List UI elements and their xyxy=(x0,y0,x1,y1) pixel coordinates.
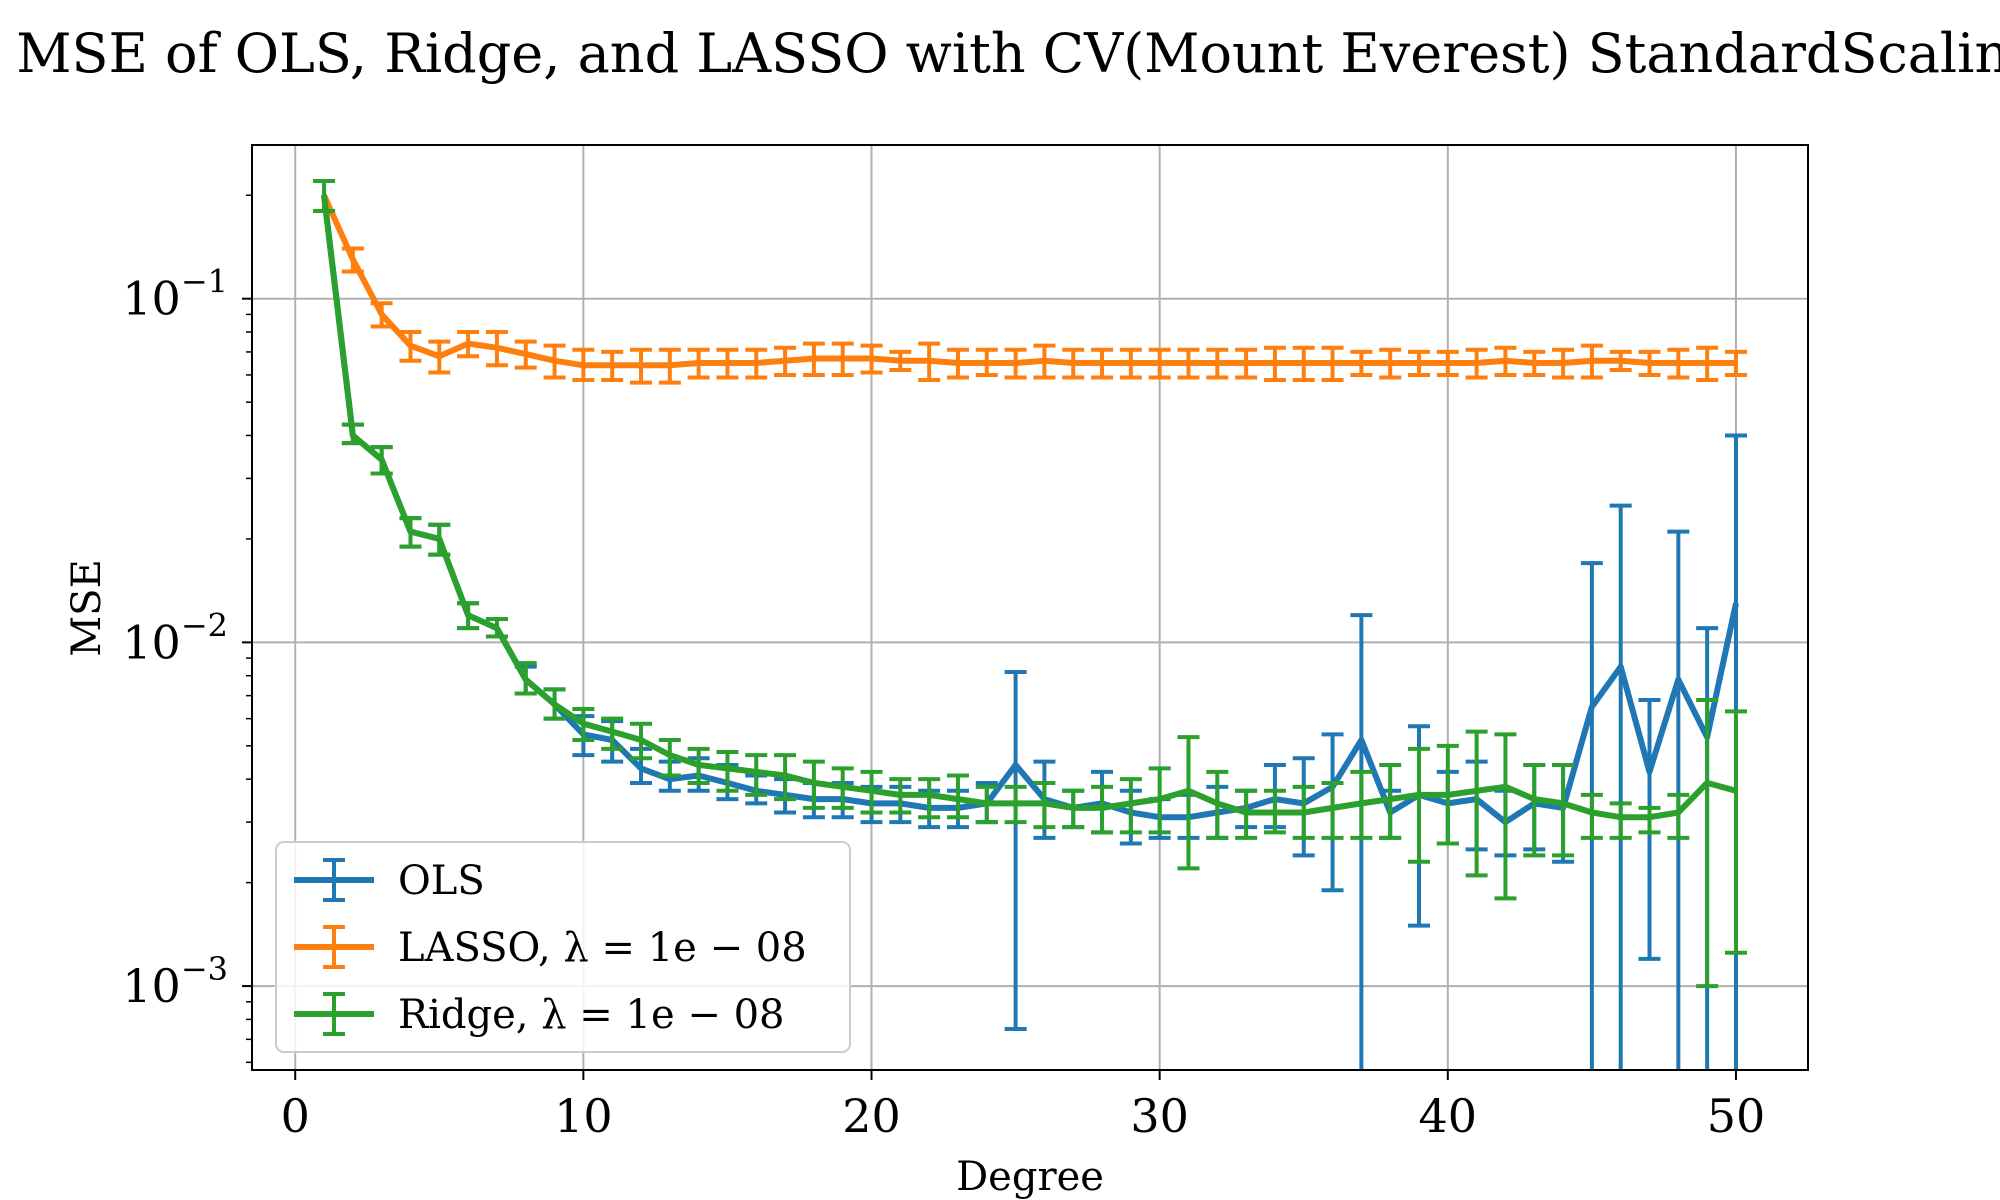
y-axis: 10−3 10−2 10−1 xyxy=(122,194,252,1064)
x-axis: 0 10 20 30 40 50 xyxy=(281,1070,1766,1143)
x-tick-label: 40 xyxy=(1419,1089,1478,1143)
error-bar xyxy=(1177,735,1200,871)
legend-label: Ridge, λ = 1e − 08 xyxy=(398,992,784,1038)
x-tick-label: 50 xyxy=(1707,1089,1766,1143)
error-bar xyxy=(1667,529,1690,1070)
series-line xyxy=(321,193,1736,369)
x-tick-label: 0 xyxy=(281,1089,310,1143)
legend-item: Ridge, λ = 1e − 08 xyxy=(294,992,784,1038)
series-layer xyxy=(313,178,1747,1070)
error-bar xyxy=(1696,697,1719,989)
error-bar xyxy=(1552,762,1575,858)
error-bar xyxy=(1523,762,1546,858)
chart-title: MSE of OLS, Ridge, and LASSO with CV(Mou… xyxy=(16,22,2000,85)
legend-label: OLS xyxy=(398,858,485,904)
legend: OLS LASSO, λ = 1e − 08 Ridge, λ = 1e − 08 xyxy=(275,841,851,1053)
series-line xyxy=(321,194,1737,821)
x-tick-label: 20 xyxy=(842,1089,901,1143)
error-bar xyxy=(1004,670,1027,1032)
series-2 xyxy=(313,178,1747,385)
x-tick-label: 10 xyxy=(554,1089,613,1143)
legend-label: LASSO, λ = 1e − 08 xyxy=(398,925,807,971)
plot-frame xyxy=(251,144,1809,1071)
error-bar xyxy=(1350,613,1373,1070)
error-bar xyxy=(745,753,768,797)
error-bar xyxy=(918,777,941,820)
error-bar xyxy=(1465,729,1488,878)
error-bar xyxy=(1408,746,1430,864)
y-tick-label: 10−2 xyxy=(122,606,228,669)
legend-box xyxy=(275,841,851,1053)
error-bar xyxy=(1580,792,1603,840)
legend-item: LASSO, λ = 1e − 08 xyxy=(294,925,807,971)
y-tick-label: 10−1 xyxy=(122,263,228,326)
error-bar xyxy=(1609,801,1632,840)
error-bar xyxy=(1667,792,1690,840)
legend-item: OLS xyxy=(294,858,485,904)
error-bar xyxy=(1580,561,1603,1070)
error-bar xyxy=(1494,732,1517,901)
error-bar xyxy=(1724,709,1747,955)
y-tick-label: 10−3 xyxy=(122,950,228,1013)
x-tick-label: 30 xyxy=(1130,1089,1189,1143)
series-3 xyxy=(313,178,1747,989)
x-axis-label: Degree xyxy=(956,1154,1104,1200)
y-axis-label: MSE xyxy=(64,559,110,657)
